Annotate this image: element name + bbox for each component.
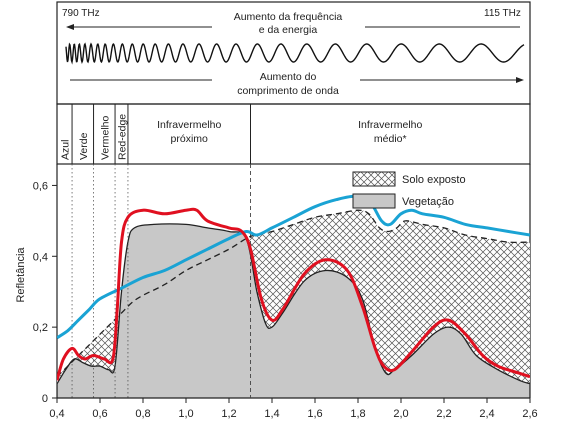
spectrum-header: 790 THz 115 THz Aumento da frequência e … [56,1,531,105]
x-ticks: 0,4 0,6 0,8 1,0 1,2 1,4 1,6 1,8 2,0 2,2 2,4 2,6 [49,398,538,420]
y-tick-label: 0,6 [33,180,48,192]
band-label: Infravermelho [157,119,221,131]
band-label: Vermelho [99,115,111,160]
y-ticks: 0 0,2 0,4 0,6 [33,180,57,405]
band-label: Verde [78,132,90,160]
legend-label-solo: Solo exposto [402,174,466,186]
legend-label-vegetacao: Vegetação [402,196,454,208]
y-tick-label: 0,2 [33,322,48,334]
frequency-arrow [66,24,520,30]
x-tick-label: 0,8 [135,408,150,420]
spectrum-box [56,1,531,105]
legend: Solo exposto Vegetação [352,171,466,209]
frequency-label-line1: Aumento da frequência [234,11,343,23]
spectral-bands: Azul Verde Vermelho Red-edge Infravermelho pr… [56,103,531,165]
x-tick-label: 1,6 [307,408,322,420]
band-label: médio* [374,133,407,145]
legend-swatch-vegetacao [352,193,396,209]
line-layer [57,194,530,381]
x-tick-label: 1,4 [264,408,279,420]
x-tick-label: 0,6 [92,408,107,420]
band-label: próximo [171,133,209,145]
wave-line [65,42,525,65]
band-row-box [56,103,531,165]
x-tick-label: 0,4 [49,408,64,420]
band-label: Red-edge [117,114,129,160]
frequency-label-line2: e da energia [259,24,318,36]
band-label: Azul [60,140,72,160]
wavelength-label-line2: comprimento de onda [237,85,339,97]
right-frequency-label: 115 THz [484,8,521,19]
x-tick-label: 1,0 [178,408,193,420]
x-tick-label: 1,2 [221,408,236,420]
y-axis-label: Refletância [15,247,27,303]
legend-swatch-solo [352,171,396,187]
y-tick-label: 0,4 [33,251,48,263]
x-tick-label: 2,4 [479,408,494,420]
x-tick-label: 2,2 [436,408,451,420]
solo-exposto-line [57,209,530,378]
x-tick-label: 2,0 [393,408,408,420]
x-tick-label: 1,8 [350,408,365,420]
cyan-reflectance-line [57,194,530,340]
band-dividers [71,164,251,398]
left-frequency-label: 790 THz [62,8,100,19]
red-reflectance-line [57,207,530,381]
band-label: Infravermelho [358,119,422,131]
y-tick-label: 0 [42,393,48,405]
x-tick-label: 2,6 [522,408,537,420]
wavelength-arrow [70,77,524,83]
vegetacao-area [57,223,530,398]
wavelength-label-line1: Aumento do [260,71,317,83]
